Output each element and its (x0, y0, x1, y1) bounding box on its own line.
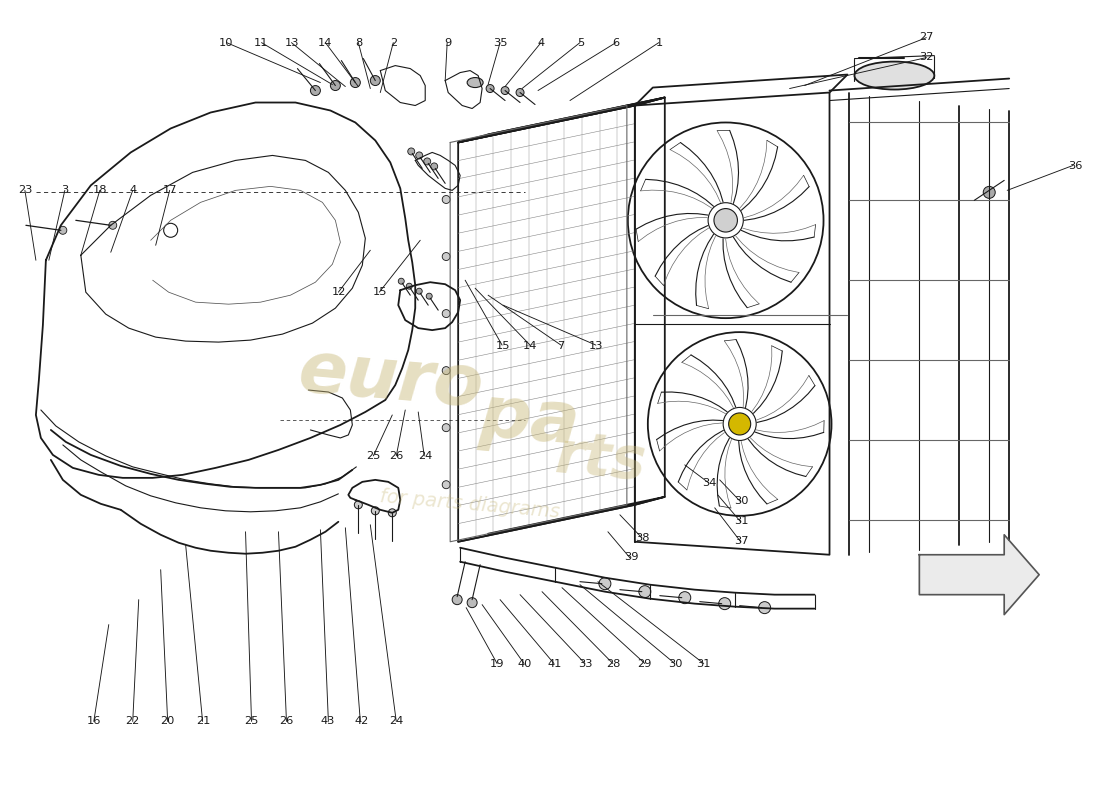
Circle shape (408, 148, 415, 155)
Text: 20: 20 (161, 716, 175, 726)
Circle shape (442, 424, 450, 432)
Text: 15: 15 (373, 287, 387, 297)
Text: 41: 41 (547, 658, 562, 669)
Text: 25: 25 (366, 451, 381, 461)
Text: 31: 31 (696, 658, 711, 669)
Circle shape (416, 288, 422, 294)
Ellipse shape (468, 78, 483, 87)
Text: 21: 21 (196, 716, 210, 726)
Circle shape (598, 578, 611, 590)
Polygon shape (920, 534, 1040, 614)
Text: 2: 2 (390, 38, 397, 48)
Text: 32: 32 (920, 51, 934, 62)
Circle shape (371, 75, 381, 86)
Text: 24: 24 (418, 451, 432, 461)
Circle shape (728, 413, 750, 435)
Circle shape (718, 598, 730, 610)
Circle shape (372, 507, 379, 515)
Text: 22: 22 (125, 716, 140, 726)
Circle shape (426, 293, 432, 299)
Text: 16: 16 (87, 716, 101, 726)
Circle shape (714, 209, 737, 232)
Text: 7: 7 (558, 341, 564, 350)
Ellipse shape (855, 62, 934, 90)
Circle shape (502, 86, 509, 94)
Text: 13: 13 (588, 341, 604, 350)
Text: euro: euro (295, 338, 486, 422)
Circle shape (442, 310, 450, 318)
Text: 8: 8 (355, 38, 363, 48)
Text: 27: 27 (920, 32, 934, 42)
Text: 19: 19 (490, 658, 505, 669)
Text: 30: 30 (734, 497, 748, 506)
Circle shape (442, 253, 450, 261)
Circle shape (406, 283, 412, 289)
Text: 13: 13 (285, 38, 299, 48)
Text: 26: 26 (279, 716, 294, 726)
Circle shape (416, 152, 422, 159)
Circle shape (109, 222, 117, 230)
Text: for parts diagrams: for parts diagrams (379, 487, 561, 522)
Text: 42: 42 (354, 716, 368, 726)
Circle shape (983, 186, 996, 198)
Circle shape (468, 598, 477, 608)
Text: 35: 35 (493, 38, 508, 48)
Text: 34: 34 (702, 478, 716, 488)
Circle shape (398, 278, 405, 284)
Circle shape (424, 158, 431, 165)
Text: rts: rts (552, 427, 648, 492)
Text: 36: 36 (1068, 161, 1082, 171)
Text: 4: 4 (538, 38, 544, 48)
Text: 39: 39 (624, 551, 638, 562)
Circle shape (350, 78, 361, 87)
Circle shape (639, 586, 651, 598)
Text: 10: 10 (219, 38, 233, 48)
Text: 23: 23 (18, 185, 32, 195)
Text: 40: 40 (518, 658, 532, 669)
Circle shape (330, 81, 340, 90)
Text: pa: pa (477, 382, 583, 458)
Text: 9: 9 (444, 38, 451, 48)
Circle shape (486, 85, 494, 93)
Circle shape (442, 366, 450, 374)
Circle shape (759, 602, 771, 614)
Circle shape (442, 195, 450, 203)
Text: 26: 26 (389, 451, 404, 461)
Circle shape (388, 509, 396, 517)
Text: 24: 24 (389, 716, 404, 726)
Polygon shape (459, 98, 664, 142)
Text: 3: 3 (60, 185, 68, 195)
Circle shape (310, 86, 320, 95)
Text: 18: 18 (92, 185, 107, 195)
Text: 17: 17 (163, 185, 177, 195)
Circle shape (452, 594, 462, 605)
Text: 29: 29 (637, 658, 651, 669)
Text: 25: 25 (244, 716, 258, 726)
Text: 11: 11 (254, 38, 268, 48)
Text: 38: 38 (635, 533, 649, 543)
Text: 30: 30 (668, 658, 682, 669)
Text: 12: 12 (332, 287, 346, 297)
Text: 6: 6 (613, 38, 619, 48)
Text: 37: 37 (734, 536, 748, 546)
Circle shape (442, 481, 450, 489)
Circle shape (516, 89, 524, 97)
Text: 1: 1 (657, 38, 663, 48)
Text: 31: 31 (734, 516, 748, 526)
Text: 15: 15 (495, 341, 510, 350)
Text: 14: 14 (522, 341, 538, 350)
Text: 28: 28 (606, 658, 620, 669)
Text: 4: 4 (129, 185, 136, 195)
Circle shape (679, 592, 691, 604)
Text: 33: 33 (578, 658, 593, 669)
Text: 43: 43 (321, 716, 336, 726)
Circle shape (59, 226, 67, 234)
Text: 14: 14 (318, 38, 332, 48)
Circle shape (354, 501, 362, 509)
Circle shape (431, 163, 438, 170)
Text: 5: 5 (578, 38, 584, 48)
